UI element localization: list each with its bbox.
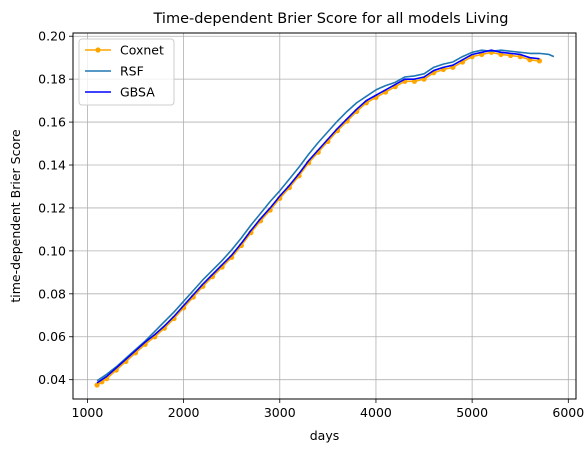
point-coxnet [411,78,418,84]
legend-label-coxnet: Coxnet [120,43,164,58]
y-tick-label: 0.04 [38,372,66,387]
x-tick-label: 1000 [72,405,104,420]
plot-frame [72,32,577,400]
y-axis-label: time-dependent Brier Score [8,129,23,303]
x-tick-label: 2000 [168,405,200,420]
series-line-gbsa [96,49,540,384]
y-tick-label: 0.18 [38,72,66,87]
y-tick-label: 0.14 [38,158,66,173]
chart-title: Time-dependent Brier Score for all model… [153,11,509,27]
x-tick-label: 3000 [264,405,296,420]
y-tick-label: 0.06 [38,329,66,344]
legend: Coxnet RSF GBSA [78,38,175,106]
x-tick-label: 6000 [552,405,584,420]
legend-label-gbsa: GBSA [120,85,155,100]
series-line-rsf [96,49,555,382]
point-coxnet [94,382,100,388]
legend-marker-coxnet [95,47,101,53]
y-tick-label: 0.10 [38,243,66,258]
series-lines [94,49,555,388]
x-axis-label: days [310,428,340,443]
y-tick-label: 0.12 [38,200,66,215]
legend-box [78,38,175,106]
x-tick-label: 4000 [360,405,392,420]
y-tick-label: 0.16 [38,115,66,130]
legend-label-rsf: RSF [120,64,144,79]
y-tick-label: 0.08 [38,286,66,301]
x-tick-label: 5000 [456,405,488,420]
x-axis-ticks: 1000 2000 3000 4000 5000 6000 [72,399,584,420]
y-tick-label: 0.20 [38,29,66,44]
y-axis-ticks: 0.04 0.06 0.08 0.10 0.12 0.14 0.16 0.18 0.20 [38,29,73,387]
point-coxnet [536,58,543,64]
